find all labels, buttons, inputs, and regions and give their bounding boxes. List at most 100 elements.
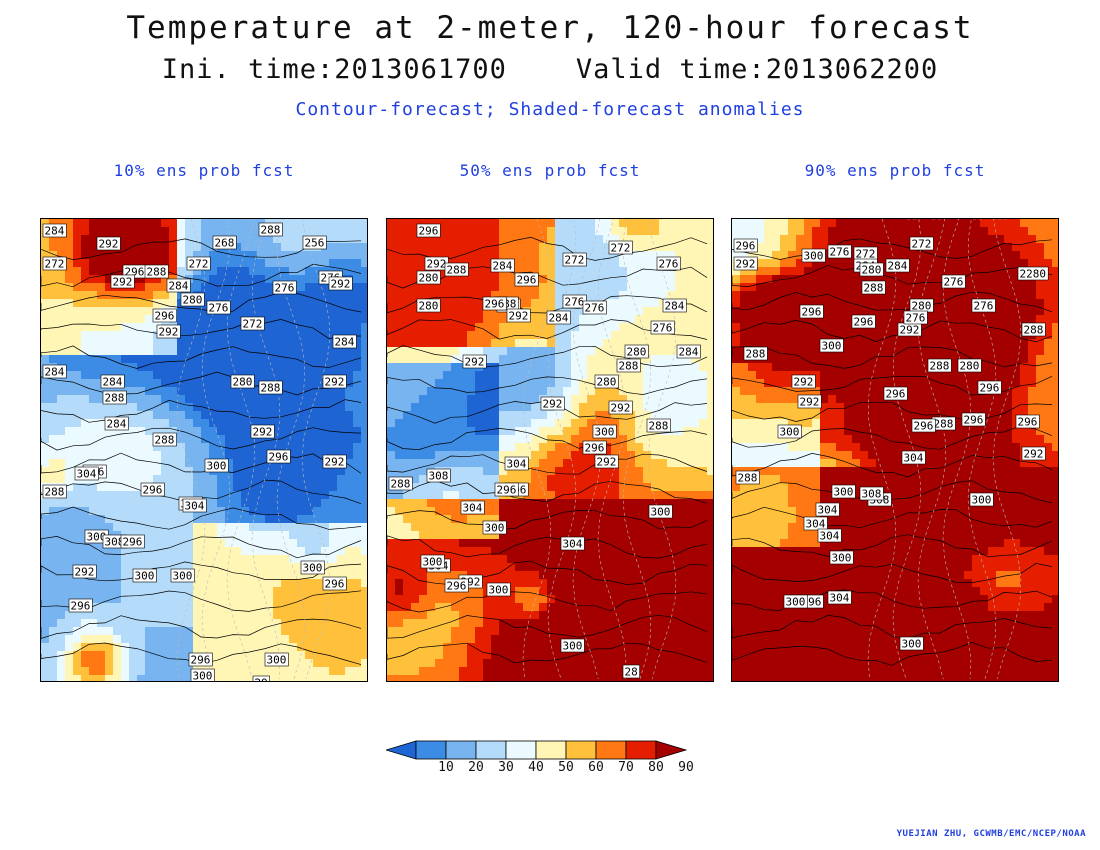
contour-label: 296 <box>961 412 986 427</box>
political-boundary <box>572 219 602 680</box>
contour-line <box>387 453 708 475</box>
political-boundary <box>992 219 1022 680</box>
svg-text:284: 284 <box>169 280 189 293</box>
political-boundary <box>201 219 231 680</box>
colorbar-tick-label: 10 <box>438 760 454 775</box>
contour-line <box>387 236 708 261</box>
svg-text:300: 300 <box>267 654 287 667</box>
contour-line <box>732 615 1053 639</box>
contour-line <box>41 345 362 369</box>
contour-label: 292 <box>322 374 347 389</box>
contour-label: 280 <box>180 292 205 307</box>
contour-label: 280 <box>957 358 982 373</box>
contour-label: 288 <box>1021 322 1046 337</box>
contour-label: 300 <box>829 550 854 565</box>
contour-label: 292 <box>156 324 181 339</box>
svg-text:296: 296 <box>155 310 175 323</box>
svg-text:292: 292 <box>331 278 351 291</box>
contour-label: 292 <box>462 354 487 369</box>
contour-label: 304 <box>901 450 926 465</box>
contour-label: 288 <box>646 418 671 433</box>
political-boundary <box>867 219 897 680</box>
contour-line <box>732 264 1053 287</box>
svg-text:304: 304 <box>185 500 205 513</box>
credit-text: YUEJIAN ZHU, GCWMB/EMC/NCEP/NOAA <box>896 829 1086 839</box>
contour-label: 288 <box>102 390 127 405</box>
contour-line <box>387 560 708 586</box>
colorbar <box>386 740 688 760</box>
contour-line <box>732 291 1053 313</box>
contour-label: 280 <box>859 262 884 277</box>
contour-line <box>387 591 708 613</box>
contour-label: 276 <box>650 320 675 335</box>
contour-label: 292 <box>110 274 135 289</box>
colorbar-tick-label: 20 <box>468 760 484 775</box>
contour-label: 304 <box>460 500 485 515</box>
svg-text:296: 296 <box>191 654 211 667</box>
contour-label: 284 <box>490 258 515 273</box>
svg-text:292: 292 <box>75 566 95 579</box>
contour-label: 272 <box>186 256 211 271</box>
contour-label: 296 <box>911 418 936 433</box>
contour-label: 284 <box>100 374 125 389</box>
svg-text:296: 296 <box>325 578 345 591</box>
contour-label: 288 <box>861 280 886 295</box>
svg-text:280: 280 <box>233 376 253 389</box>
contour-label: 300 <box>264 652 289 667</box>
contour-label: 296 <box>1015 414 1040 429</box>
contour-label: 300 <box>420 554 445 569</box>
political-boundary <box>597 219 627 680</box>
colorbar-segment <box>505 740 537 760</box>
contour-label: 308 <box>426 468 451 483</box>
contour-label: 300 <box>132 568 157 583</box>
contour-label: 284 <box>332 334 357 349</box>
contour-label: 288 <box>258 222 283 237</box>
colorbar-tick-label: 60 <box>588 760 604 775</box>
contour-label: 276 <box>903 310 928 325</box>
contour-label: 292 <box>897 322 922 337</box>
contour-label: 288 <box>144 264 169 279</box>
contour-label: 292 <box>540 396 565 411</box>
contour-label: 300 <box>84 529 109 544</box>
colorbar-tick-label: 40 <box>528 760 544 775</box>
contour-line <box>41 319 362 339</box>
contour-label: 276 <box>272 280 297 295</box>
contour-label: 272 <box>240 316 265 331</box>
svg-text:280: 280 <box>183 294 203 307</box>
contour-label: 300 <box>204 458 229 473</box>
contour-label: 308 <box>102 534 127 549</box>
contour-label: 288 <box>42 484 67 499</box>
political-boundary <box>522 219 552 680</box>
legend-description: Contour-forecast; Shaded-forecast anomal… <box>295 99 805 120</box>
contour-label: 296 <box>140 482 165 497</box>
contour-label: 288 <box>931 416 956 431</box>
contour-label: 292 <box>250 424 275 439</box>
contour-label: 292 <box>608 400 633 415</box>
colorbar-segment <box>655 740 688 760</box>
contour-label: 292 <box>328 276 353 291</box>
map-panel-10: 284 292 268 288 256 272 296 292 288 272 276 284 280 2… <box>40 218 368 682</box>
colorbar-tick-label: 80 <box>648 760 664 775</box>
contour-label: 292 <box>72 564 97 579</box>
svg-text:300: 300 <box>207 460 227 473</box>
contour-label: 296 <box>977 380 1002 395</box>
contour-label: 276 <box>656 256 681 271</box>
contour-label: 296 <box>68 598 93 613</box>
political-boundary <box>892 219 922 680</box>
svg-text:292: 292 <box>325 376 345 389</box>
contour-label: 280 <box>624 344 649 359</box>
contour-label: 296 <box>416 223 441 238</box>
svg-text:256: 256 <box>305 237 325 250</box>
contour-label: 304 <box>560 536 585 551</box>
contour-label: 280 <box>230 374 255 389</box>
contour-label: 292 <box>96 236 121 251</box>
contour-label: 296 <box>514 272 539 287</box>
contour-label: 272 <box>909 236 934 251</box>
svg-text:284: 284 <box>45 225 65 238</box>
svg-text:288: 288 <box>155 434 175 447</box>
contour-label: 296 <box>188 652 213 667</box>
contour-label: 280 <box>416 270 441 285</box>
contour-label: 300 <box>648 504 673 519</box>
contour-label: 276 <box>562 294 587 309</box>
contour-label: 288 <box>743 346 768 361</box>
